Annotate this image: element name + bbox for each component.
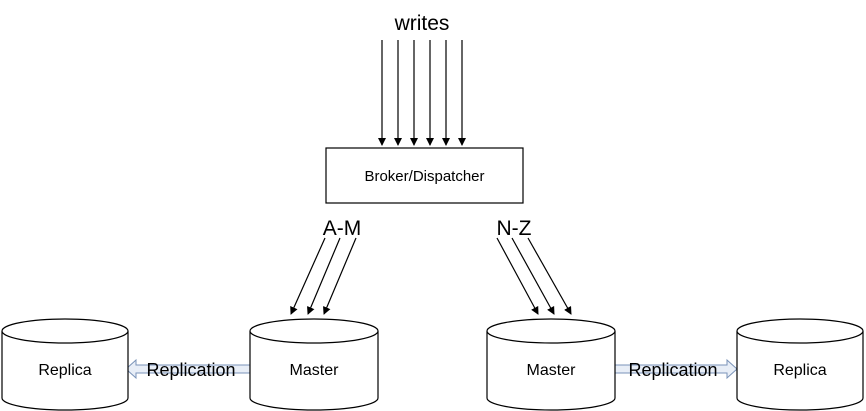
left-replication-label: Replication	[146, 360, 235, 380]
left-master-label: Master	[290, 362, 340, 379]
right-replica-cylinder	[736, 318, 864, 411]
route-label-a-m: A-M	[323, 217, 362, 240]
left-replica-cylinder	[1, 318, 129, 411]
right-replica-label: Replica	[773, 362, 826, 379]
right-master-cylinder	[486, 318, 616, 411]
routing-arrow	[511, 237, 555, 315]
broker-dispatcher-box: Broker/Dispatcher	[325, 147, 524, 204]
routing-arrow	[290, 237, 326, 315]
left-routing-arrows	[290, 237, 357, 315]
routing-arrow	[323, 237, 357, 315]
incoming-write-arrows	[378, 40, 466, 146]
left-replica-label: Replica	[38, 362, 91, 379]
left-master-cylinder	[249, 318, 379, 411]
broker-label: Broker/Dispatcher	[364, 168, 484, 185]
right-routing-arrows	[496, 237, 572, 315]
left-replication-arrow	[125, 358, 251, 380]
routing-arrow	[307, 237, 341, 315]
writes-label: writes	[394, 12, 450, 35]
right-replication-label: Replication	[628, 360, 717, 380]
routing-arrow	[496, 237, 539, 315]
routing-arrow	[527, 237, 572, 315]
right-master-label: Master	[527, 362, 577, 379]
route-label-n-z: N-Z	[497, 217, 532, 240]
right-replication-arrow	[614, 358, 738, 380]
